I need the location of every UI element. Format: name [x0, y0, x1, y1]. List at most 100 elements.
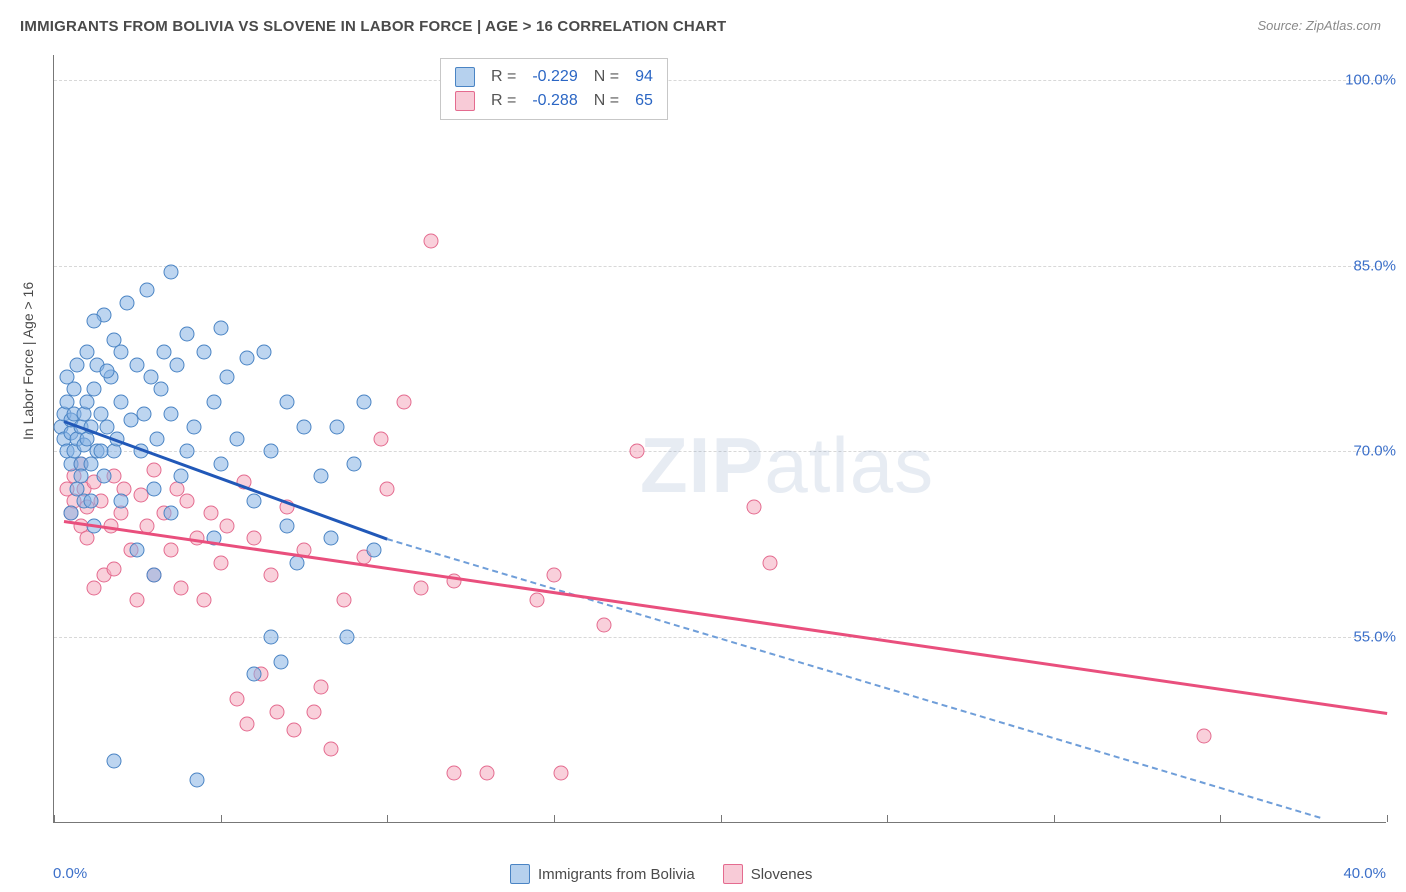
swatch-blue-icon: [510, 864, 530, 884]
data-point: [330, 419, 345, 434]
y-tick-label: 55.0%: [1353, 629, 1396, 646]
data-point: [230, 692, 245, 707]
data-point: [163, 264, 178, 279]
watermark: ZIPatlas: [640, 420, 934, 511]
data-point: [286, 723, 301, 738]
data-point: [230, 432, 245, 447]
data-point: [163, 543, 178, 558]
data-point: [83, 493, 98, 508]
y-tick-label: 85.0%: [1353, 257, 1396, 274]
data-point: [396, 394, 411, 409]
data-point: [163, 407, 178, 422]
data-point: [170, 357, 185, 372]
data-point: [220, 518, 235, 533]
watermark-zip: ZIP: [640, 421, 764, 509]
data-point: [206, 394, 221, 409]
data-point: [120, 295, 135, 310]
x-tick-mark: [887, 815, 888, 822]
data-point: [323, 741, 338, 756]
data-point: [356, 394, 371, 409]
data-point: [413, 580, 428, 595]
data-point: [323, 531, 338, 546]
y-tick-label: 70.0%: [1353, 443, 1396, 460]
gridline: [54, 80, 1386, 81]
data-point: [446, 766, 461, 781]
data-point: [346, 456, 361, 471]
r-label: R =: [491, 68, 516, 86]
data-point: [186, 419, 201, 434]
data-point: [366, 543, 381, 558]
data-point: [336, 593, 351, 608]
source-prefix: Source:: [1257, 18, 1305, 33]
data-point: [280, 394, 295, 409]
data-point: [263, 630, 278, 645]
data-point: [763, 555, 778, 570]
legend-item-blue: Immigrants from Bolivia: [510, 864, 695, 884]
n-value-blue: 94: [635, 68, 653, 86]
swatch-pink-icon: [723, 864, 743, 884]
data-point: [86, 580, 101, 595]
data-point: [553, 766, 568, 781]
data-point: [380, 481, 395, 496]
data-point: [153, 382, 168, 397]
data-point: [240, 351, 255, 366]
data-point: [256, 345, 271, 360]
data-point: [93, 444, 108, 459]
legend-correlation: R = -0.229 N = 94 R = -0.288 N = 65: [440, 58, 668, 120]
x-tick-mark: [554, 815, 555, 822]
data-point: [1196, 729, 1211, 744]
legend-row-blue: R = -0.229 N = 94: [455, 65, 653, 89]
swatch-blue-icon: [455, 67, 475, 87]
data-point: [130, 357, 145, 372]
data-point: [130, 543, 145, 558]
data-point: [146, 462, 161, 477]
data-point: [146, 481, 161, 496]
x-tick-mark: [221, 815, 222, 822]
y-tick-label: 100.0%: [1345, 71, 1396, 88]
data-point: [240, 716, 255, 731]
data-point: [246, 667, 261, 682]
r-value-pink: -0.288: [532, 92, 577, 110]
data-point: [173, 469, 188, 484]
data-point: [180, 444, 195, 459]
data-point: [70, 357, 85, 372]
data-point: [113, 493, 128, 508]
data-point: [196, 593, 211, 608]
x-axis-min-label: 0.0%: [53, 865, 87, 882]
data-point: [313, 679, 328, 694]
n-label: N =: [594, 92, 619, 110]
data-point: [213, 555, 228, 570]
data-point: [306, 704, 321, 719]
source-name: ZipAtlas.com: [1306, 18, 1381, 33]
data-point: [423, 233, 438, 248]
x-tick-mark: [1387, 815, 1388, 822]
data-point: [86, 382, 101, 397]
x-axis-max-label: 40.0%: [1343, 865, 1386, 882]
x-tick-mark: [54, 815, 55, 822]
trend-line: [64, 520, 1387, 715]
data-point: [213, 456, 228, 471]
data-point: [373, 432, 388, 447]
source-attribution: Source: ZipAtlas.com: [1257, 18, 1381, 33]
data-point: [60, 370, 75, 385]
data-point: [106, 754, 121, 769]
data-point: [140, 283, 155, 298]
data-point: [203, 506, 218, 521]
data-point: [263, 568, 278, 583]
data-point: [180, 493, 195, 508]
data-point: [340, 630, 355, 645]
legend-pink-label: Slovenes: [751, 866, 813, 883]
data-point: [146, 568, 161, 583]
x-tick-mark: [721, 815, 722, 822]
data-point: [280, 518, 295, 533]
data-point: [263, 444, 278, 459]
data-point: [270, 704, 285, 719]
legend-blue-label: Immigrants from Bolivia: [538, 866, 695, 883]
data-point: [156, 345, 171, 360]
data-point: [596, 617, 611, 632]
data-point: [246, 531, 261, 546]
n-label: N =: [594, 68, 619, 86]
data-point: [113, 394, 128, 409]
r-value-blue: -0.229: [532, 68, 577, 86]
legend-row-pink: R = -0.288 N = 65: [455, 89, 653, 113]
